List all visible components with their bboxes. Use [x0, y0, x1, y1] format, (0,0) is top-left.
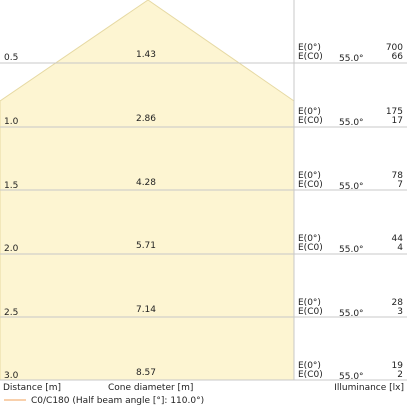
e0-label: E(0°): [298, 234, 321, 244]
ec0-label: E(C0): [298, 52, 323, 62]
distance-value: 2.5: [4, 308, 18, 318]
ec0-illuminance-value: 4: [397, 243, 403, 253]
ec0-label: E(C0): [298, 116, 323, 126]
half-angle-value: 55.0°: [339, 372, 364, 382]
distance-axis-label: Distance [m]: [3, 383, 61, 393]
half-angle-value: 55.0°: [339, 118, 364, 128]
e0-illuminance-value: 44: [392, 234, 404, 244]
cone-diameter-value: 7.14: [136, 305, 156, 315]
ec0-illuminance-value: 66: [392, 52, 404, 62]
legend-text: C0/C180 (Half beam angle [°]: 110.0°): [31, 396, 204, 406]
distance-value: 1.5: [4, 181, 18, 191]
ec0-label: E(C0): [298, 243, 323, 253]
half-angle-value: 55.0°: [339, 182, 364, 192]
e0-illuminance-value: 175: [386, 107, 403, 117]
e0-label: E(0°): [298, 361, 321, 371]
distance-value: 0.5: [4, 53, 18, 63]
distance-value: 2.0: [4, 244, 19, 254]
cone-diameter-value: 5.71: [136, 241, 156, 251]
ec0-label: E(C0): [298, 307, 323, 317]
e0-illuminance-value: 19: [392, 361, 404, 371]
e0-label: E(0°): [298, 171, 321, 181]
e0-label: E(0°): [298, 43, 321, 53]
ec0-illuminance-value: 7: [397, 180, 403, 190]
ec0-illuminance-value: 3: [397, 307, 403, 317]
cone-diameter-value: 2.86: [136, 114, 156, 124]
ec0-label: E(C0): [298, 370, 323, 380]
half-angle-value: 55.0°: [339, 245, 364, 255]
e0-illuminance-value: 28: [392, 298, 404, 308]
ec0-illuminance-value: 17: [392, 116, 403, 126]
illuminance-label: Illuminance [lx]: [334, 383, 404, 393]
e0-illuminance-value: 700: [386, 43, 403, 53]
half-angle-value: 55.0°: [339, 309, 364, 319]
e0-illuminance-value: 78: [392, 171, 404, 181]
cone-diameter-value: 1.43: [136, 50, 156, 60]
cone-diameter-label: Cone diameter [m]: [108, 383, 193, 393]
distance-value: 3.0: [4, 371, 19, 381]
half-angle-value: 55.0°: [339, 54, 364, 64]
e0-label: E(0°): [298, 298, 321, 308]
cone-diameter-value: 4.28: [136, 178, 156, 188]
cone-diameter-value: 8.57: [136, 368, 156, 378]
ec0-label: E(C0): [298, 180, 323, 190]
distance-value: 1.0: [4, 117, 19, 127]
ec0-illuminance-value: 2: [397, 370, 403, 380]
e0-label: E(0°): [298, 107, 321, 117]
